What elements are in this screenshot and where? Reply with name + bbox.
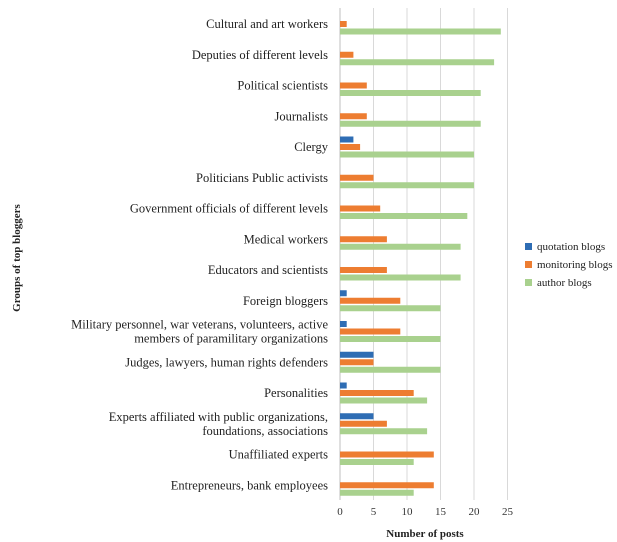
bar-monitoring-blogs [340,451,434,458]
bar-author-blogs [340,489,414,496]
bar-quotation-blogs [340,290,347,297]
category-label: Entrepreneurs, bank employees [171,478,328,492]
bar-monitoring-blogs [340,113,367,120]
x-tick-label: 20 [469,506,481,518]
legend-label: quotation blogs [537,241,605,253]
bar-monitoring-blogs [340,297,401,304]
bar-author-blogs [340,274,461,281]
bar-monitoring-blogs [340,82,367,89]
category-label: Unaffiliated experts [229,448,329,462]
x-tick-labels: 0 5 10 15 20 25 [337,506,513,518]
bar-monitoring-blogs [340,482,434,489]
category-label: Deputies of different levels [192,48,328,62]
legend-swatch [525,243,532,250]
bar-author-blogs [340,336,441,342]
bar-monitoring-blogs [340,21,347,27]
x-axis-title: Number of posts [386,528,464,540]
bar-quotation-blogs [340,136,354,143]
bar-quotation-blogs [340,351,374,358]
legend-label: monitoring blogs [537,259,612,271]
bar-monitoring-blogs [340,420,387,427]
bar-author-blogs [340,59,495,66]
category-label: Political scientists [237,79,328,93]
bar-monitoring-blogs [340,236,387,243]
bar-author-blogs [340,151,474,158]
bar-monitoring-blogs [340,51,354,58]
category-label: Educators and scientists [208,263,328,277]
legend: quotation blogs monitoring blogs author bl… [525,241,612,289]
category-label: Government officials of different levels [130,202,328,216]
bar-author-blogs [340,28,501,35]
bar-monitoring-blogs [340,390,414,396]
bar-quotation-blogs [340,321,347,327]
bar-monitoring-blogs [340,359,374,366]
bar-monitoring-blogs [340,328,401,335]
x-tick-label: 0 [337,506,343,518]
legend-swatch [525,261,532,268]
bar-author-blogs [340,120,481,127]
legend-label: author blogs [537,277,592,289]
y-axis-title: Groups of top bloggers [11,203,23,311]
bar-author-blogs [340,90,481,96]
legend-swatch [525,279,532,286]
category-label: Experts affiliated with public organizat… [109,410,328,438]
x-tick-label: 15 [435,506,447,518]
bar-author-blogs [340,213,468,219]
category-label: Cultural and art workers [206,17,328,31]
x-tick-label: 5 [371,506,377,518]
bar-author-blogs [340,366,441,373]
category-label: Foreign bloggers [243,294,328,308]
category-label: Judges, lawyers, human rights defenders [125,355,328,369]
category-label: Medical workers [244,232,328,246]
bar-author-blogs [340,305,441,312]
bar-author-blogs [340,428,428,435]
bar-quotation-blogs [340,413,374,420]
category-label: Military personnel, war veterans, volunt… [71,318,328,346]
bars [340,21,501,496]
bar-author-blogs [340,182,474,189]
category-label: Politicians Public activists [196,171,328,185]
bar-monitoring-blogs [340,174,374,181]
category-label: Personalities [264,386,328,400]
category-label: Journalists [275,109,329,123]
bar-author-blogs [340,459,414,465]
bar-author-blogs [340,397,428,404]
x-tick-label: 10 [402,506,414,518]
bar-quotation-blogs [340,382,347,389]
category-label: Clergy [294,140,329,154]
bar-monitoring-blogs [340,267,387,273]
bar-monitoring-blogs [340,144,361,150]
bar-author-blogs [340,243,461,250]
x-tick-label: 25 [502,506,514,518]
bar-monitoring-blogs [340,205,381,212]
category-labels: Cultural and art workers Deputies of diff… [71,17,329,492]
